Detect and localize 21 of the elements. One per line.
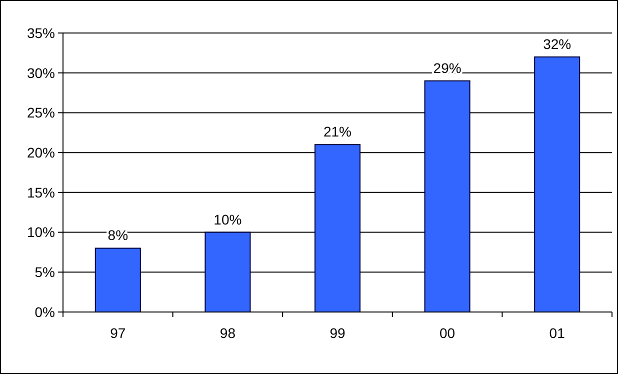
bar [204, 232, 251, 312]
bar [534, 56, 580, 312]
y-tick-label: 0% [34, 304, 55, 320]
y-tick-label: 35% [26, 24, 55, 41]
y-tick-label: 30% [26, 64, 55, 81]
bar [94, 248, 141, 312]
x-tick-label: 99 [330, 325, 346, 341]
y-tick-label: 20% [26, 144, 55, 160]
data-label: 32% [543, 36, 572, 52]
bar [314, 144, 361, 312]
y-tick-label: 25% [26, 104, 55, 121]
y-tick-label: 15% [26, 184, 55, 200]
y-tick-label: 5% [34, 264, 55, 280]
x-tick-label: 98 [220, 325, 236, 341]
x-tick-label: 01 [549, 325, 566, 341]
y-tick-label: 10% [26, 224, 55, 240]
data-label: 10% [214, 211, 242, 228]
bar [424, 80, 470, 312]
data-label: 21% [323, 124, 352, 140]
x-tick-label: 00 [440, 325, 456, 341]
x-tick-label: 97 [110, 325, 126, 341]
